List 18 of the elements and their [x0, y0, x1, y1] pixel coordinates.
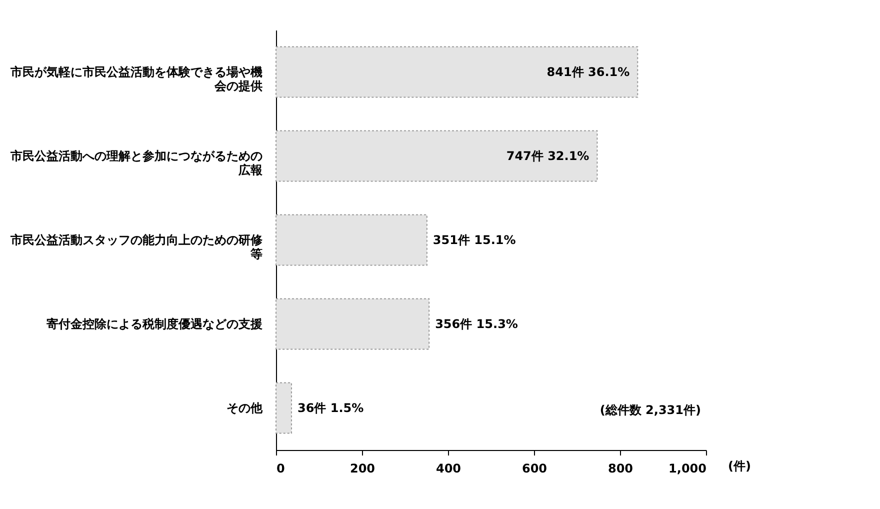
y-tick-label: その他 — [226, 401, 264, 415]
x-tick-label: 200 — [350, 462, 376, 476]
x-tick-label: 400 — [436, 462, 462, 476]
x-axis-title: (件) — [728, 459, 751, 473]
x-tick-label: 0 — [276, 462, 285, 476]
y-tick-label: 寄付金控除による税制度優遇などの支援 — [46, 317, 264, 331]
x-tick-label: 1,000 — [668, 462, 706, 476]
data-label: 841件 36.1% — [546, 65, 630, 79]
data-label: 356件 15.3% — [435, 317, 518, 331]
x-tick-label: 800 — [608, 462, 634, 476]
data-label: 351件 15.1% — [432, 233, 516, 247]
y-tick-label: 市民公益活動への理解と参加につながるための広報 — [10, 149, 264, 177]
data-label: 747件 32.1% — [506, 149, 590, 163]
y-tick-label: 市民公益活動スタッフの能力向上のための研修等 — [10, 233, 264, 261]
data-label: 36件 1.5% — [297, 401, 364, 415]
annotation: (総件数 2,331件) — [600, 403, 701, 417]
y-tick-label: 市民が気軽に市民公益活動を体験できる場や機会の提供 — [10, 65, 262, 93]
x-tick-label: 600 — [522, 462, 548, 476]
